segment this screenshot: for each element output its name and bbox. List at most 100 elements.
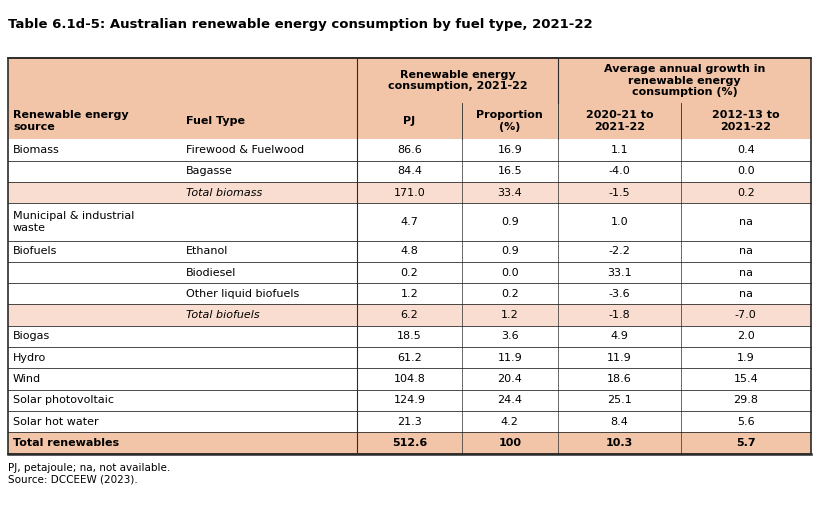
Text: 512.6: 512.6 xyxy=(391,438,428,448)
Text: 2020-21 to
2021-22: 2020-21 to 2021-22 xyxy=(586,111,654,132)
Text: Biodiesel: Biodiesel xyxy=(186,267,236,278)
Text: Table 6.1d-5: Australian renewable energy consumption by fuel type, 2021-22: Table 6.1d-5: Australian renewable energ… xyxy=(8,18,593,31)
Text: Proportion
(%): Proportion (%) xyxy=(477,111,543,132)
Bar xyxy=(8,240,811,262)
Text: 2.0: 2.0 xyxy=(737,331,754,341)
Text: 5.7: 5.7 xyxy=(736,438,756,448)
Text: 33.4: 33.4 xyxy=(497,188,523,197)
Text: 21.3: 21.3 xyxy=(397,417,422,427)
Text: 0.9: 0.9 xyxy=(501,246,518,256)
Bar xyxy=(8,305,811,326)
Text: 11.9: 11.9 xyxy=(497,353,523,363)
Bar xyxy=(8,390,811,411)
Bar xyxy=(8,103,811,140)
Text: 15.4: 15.4 xyxy=(734,374,758,384)
Text: 0.0: 0.0 xyxy=(737,166,754,176)
Text: Ethanol: Ethanol xyxy=(186,246,228,256)
Text: na: na xyxy=(739,246,753,256)
Text: 4.2: 4.2 xyxy=(501,417,518,427)
Text: 104.8: 104.8 xyxy=(394,374,425,384)
Text: 61.2: 61.2 xyxy=(397,353,422,363)
Text: 86.6: 86.6 xyxy=(397,145,422,155)
Text: Biogas: Biogas xyxy=(13,331,50,341)
Text: 0.2: 0.2 xyxy=(501,289,518,299)
Bar xyxy=(8,411,811,432)
Text: 84.4: 84.4 xyxy=(397,166,422,176)
Text: 4.8: 4.8 xyxy=(400,246,419,256)
Text: 1.2: 1.2 xyxy=(400,289,419,299)
Text: 4.7: 4.7 xyxy=(400,217,419,227)
Text: 100: 100 xyxy=(498,438,522,448)
Bar xyxy=(8,432,811,453)
Text: 11.9: 11.9 xyxy=(607,353,631,363)
Text: -4.0: -4.0 xyxy=(609,166,631,176)
Text: 171.0: 171.0 xyxy=(394,188,425,197)
Text: 2012-13 to
2021-22: 2012-13 to 2021-22 xyxy=(712,111,780,132)
Bar xyxy=(8,347,811,369)
Text: 6.2: 6.2 xyxy=(400,310,419,320)
Text: Municipal & industrial
waste: Municipal & industrial waste xyxy=(13,211,134,233)
Bar xyxy=(8,326,811,347)
Text: 25.1: 25.1 xyxy=(607,396,631,405)
Text: -2.2: -2.2 xyxy=(609,246,631,256)
Text: 1.0: 1.0 xyxy=(611,217,628,227)
Text: Average annual growth in
renewable energy
consumption (%): Average annual growth in renewable energ… xyxy=(604,64,765,97)
Text: 5.6: 5.6 xyxy=(737,417,754,427)
Text: -7.0: -7.0 xyxy=(735,310,757,320)
Text: 16.5: 16.5 xyxy=(497,166,523,176)
Text: 0.9: 0.9 xyxy=(501,217,518,227)
Text: 8.4: 8.4 xyxy=(610,417,628,427)
Text: Renewable energy
consumption, 2021-22: Renewable energy consumption, 2021-22 xyxy=(388,70,527,92)
Text: Fuel Type: Fuel Type xyxy=(186,116,245,126)
Bar xyxy=(8,58,811,453)
Text: Solar photovoltaic: Solar photovoltaic xyxy=(13,396,114,405)
Text: na: na xyxy=(739,267,753,278)
Text: 18.5: 18.5 xyxy=(397,331,422,341)
Text: Total renewables: Total renewables xyxy=(13,438,119,448)
Bar xyxy=(8,58,811,103)
Text: 0.2: 0.2 xyxy=(400,267,419,278)
Text: 4.9: 4.9 xyxy=(610,331,628,341)
Bar xyxy=(8,203,811,240)
Text: 33.1: 33.1 xyxy=(607,267,631,278)
Bar xyxy=(8,140,811,161)
Text: Hydro: Hydro xyxy=(13,353,46,363)
Text: na: na xyxy=(739,289,753,299)
Text: 16.9: 16.9 xyxy=(497,145,523,155)
Text: Wind: Wind xyxy=(13,374,41,384)
Text: Total biofuels: Total biofuels xyxy=(186,310,259,320)
Text: Solar hot water: Solar hot water xyxy=(13,417,98,427)
Text: 1.1: 1.1 xyxy=(611,145,628,155)
Text: PJ, petajoule; na, not available.: PJ, petajoule; na, not available. xyxy=(8,463,170,473)
Text: Firewood & Fuelwood: Firewood & Fuelwood xyxy=(186,145,304,155)
Bar xyxy=(8,161,811,182)
Bar xyxy=(8,283,811,305)
Text: 18.6: 18.6 xyxy=(607,374,631,384)
Text: 24.4: 24.4 xyxy=(497,396,523,405)
Text: Renewable energy
source: Renewable energy source xyxy=(13,111,129,132)
Text: 20.4: 20.4 xyxy=(497,374,523,384)
Text: Other liquid biofuels: Other liquid biofuels xyxy=(186,289,299,299)
Text: 29.8: 29.8 xyxy=(733,396,758,405)
Bar xyxy=(8,182,811,203)
Text: -3.6: -3.6 xyxy=(609,289,630,299)
Bar xyxy=(8,262,811,283)
Text: 3.6: 3.6 xyxy=(501,331,518,341)
Text: na: na xyxy=(739,217,753,227)
Text: 0.0: 0.0 xyxy=(501,267,518,278)
Text: 10.3: 10.3 xyxy=(606,438,633,448)
Text: Bagasse: Bagasse xyxy=(186,166,233,176)
Text: 1.9: 1.9 xyxy=(737,353,754,363)
Text: Total biomass: Total biomass xyxy=(186,188,262,197)
Bar xyxy=(8,369,811,390)
Text: 1.2: 1.2 xyxy=(501,310,518,320)
Text: Biofuels: Biofuels xyxy=(13,246,57,256)
Text: 0.2: 0.2 xyxy=(737,188,754,197)
Text: 0.4: 0.4 xyxy=(737,145,754,155)
Text: PJ: PJ xyxy=(404,116,415,126)
Text: 124.9: 124.9 xyxy=(393,396,426,405)
Text: Source: DCCEEW (2023).: Source: DCCEEW (2023). xyxy=(8,475,138,485)
Text: -1.8: -1.8 xyxy=(609,310,631,320)
Text: Biomass: Biomass xyxy=(13,145,60,155)
Text: -1.5: -1.5 xyxy=(609,188,630,197)
